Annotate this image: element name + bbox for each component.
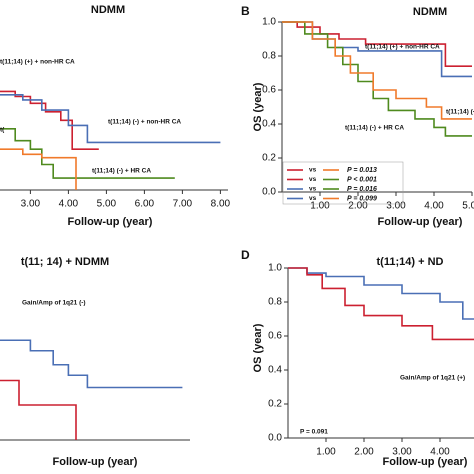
y-tick-label: 0.4: [262, 119, 276, 130]
legend-p-value: P = 0.013: [347, 167, 377, 174]
x-tick-label: 2.00: [354, 447, 374, 458]
annotation: P = 0.091: [300, 429, 328, 436]
x-axis-label: Follow-up (year): [68, 216, 153, 228]
survival-curve: [0, 339, 183, 389]
chart-title: t(11;14) + ND: [377, 256, 444, 268]
legend-text: vs: [309, 195, 317, 202]
chart-title: NDMM: [91, 4, 125, 16]
y-axis-label: OS (year): [252, 82, 264, 131]
legend-p-value: P = 0.099: [347, 195, 377, 202]
x-tick-label: 4.00: [430, 447, 450, 458]
legend-p-value: P = 0.016: [347, 186, 377, 193]
y-tick-label: 1.0: [262, 17, 276, 28]
y-tick-label: 0.0: [268, 433, 282, 444]
x-tick-label: 3.00: [386, 201, 406, 212]
y-tick-label: 0.2: [268, 399, 282, 410]
y-tick-label: 0.8: [268, 297, 282, 308]
annotation: t(11;14) (-) + HR CA: [92, 168, 151, 175]
x-tick-label: 8.00: [211, 199, 231, 210]
x-axis-label: Follow-up (year): [53, 456, 138, 468]
y-tick-label: 0.4: [268, 365, 282, 376]
annotation: t(11;14) (+) + non-HR CA: [365, 44, 440, 51]
chart-title: t(11; 14) + NDMM: [21, 256, 109, 268]
x-tick-label: 1.00: [316, 447, 336, 458]
survival-curve: [288, 267, 474, 320]
x-tick-label: 6.00: [135, 199, 155, 210]
survival-curve: [288, 267, 474, 341]
x-tick-label: 3.00: [21, 199, 41, 210]
annotation: t(: [0, 127, 5, 134]
y-tick-label: 0.8: [262, 51, 276, 62]
chart-title: NDMM: [413, 6, 447, 18]
y-tick-label: 0.2: [262, 153, 276, 164]
x-tick-label: 5.00: [97, 199, 117, 210]
x-tick-label: 2.00: [348, 201, 368, 212]
legend-box: [282, 161, 404, 205]
x-tick-label: 7.00: [173, 199, 193, 210]
x-tick-label: 3.00: [392, 447, 412, 458]
x-axis-label: Follow-up (year): [378, 216, 463, 228]
x-tick-label: 5.00: [462, 201, 474, 212]
survival-curve: [0, 94, 221, 144]
x-tick-label: 4.00: [59, 199, 79, 210]
annotation: t(11;14) (-) + HR CA: [345, 125, 404, 132]
survival-curve: [282, 21, 472, 120]
survival-curve: [0, 379, 77, 440]
survival-curve: [0, 148, 77, 190]
panel-label: B: [241, 4, 250, 18]
annotation: Gain/Amp of 1q21 (-): [22, 300, 86, 307]
annotation: t(11;14) (-) + non-HR CA: [108, 119, 181, 126]
annotation: t(11;14) (+) + non-HR CA: [0, 59, 75, 66]
survival-curve: [0, 128, 175, 179]
panel-label: D: [241, 248, 250, 262]
x-axis-label: Follow-up (year): [383, 456, 468, 468]
legend-text: vs: [309, 186, 317, 193]
legend-p-value: P < 0.001: [347, 176, 377, 183]
y-tick-label: 0.0: [262, 187, 276, 198]
y-tick-label: 1.0: [268, 263, 282, 274]
x-tick-label: 4.00: [424, 201, 444, 212]
x-tick-label: 1.00: [310, 201, 330, 212]
y-axis-label: OS (year): [252, 323, 264, 372]
annotation: Gain/Amp of 1q21 (+): [400, 375, 465, 382]
survival-curve: [282, 21, 472, 67]
legend-text: vs: [309, 167, 317, 174]
y-tick-label: 0.6: [262, 85, 276, 96]
annotation: t(11;14) (-: [446, 109, 474, 116]
legend-text: vs: [309, 176, 317, 183]
y-tick-label: 0.6: [268, 331, 282, 342]
